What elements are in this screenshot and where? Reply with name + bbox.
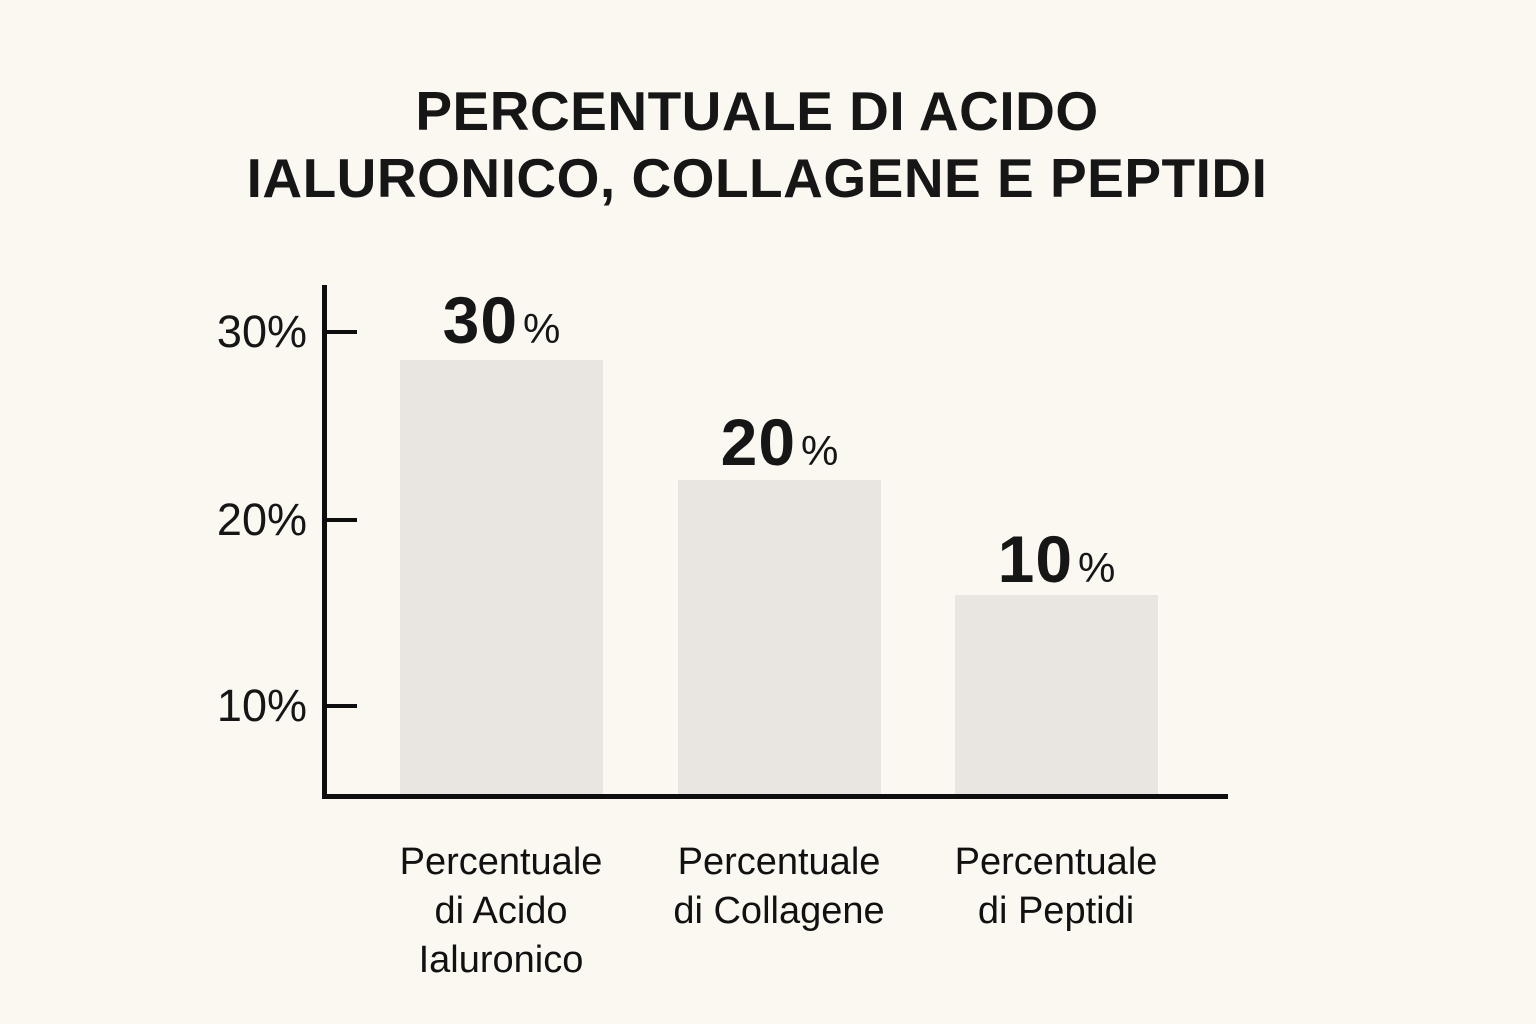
bar-collagene (678, 480, 881, 794)
y-tick-label-10: 10% (216, 680, 307, 731)
percent-sign: % (1078, 544, 1116, 591)
y-tick-mark-20 (327, 518, 357, 522)
y-tick-mark-30 (327, 330, 357, 334)
x-axis-line (322, 794, 1228, 799)
y-tick-label-30: 30% (216, 306, 307, 357)
chart-title-line-1: PERCENTUALE DI ACIDO (415, 80, 1099, 142)
bar-acido-ialuronico (400, 360, 603, 794)
category-line: di Collagene (673, 890, 885, 932)
percent-sign: % (801, 427, 839, 474)
value-number: 20 (720, 405, 797, 479)
y-tick-label-20: 20% (216, 494, 307, 545)
y-axis-line (322, 285, 327, 799)
category-label-peptidi: Percentuale di Peptidi (916, 838, 1196, 936)
y-tick-mark-10 (327, 704, 357, 708)
category-line: di Acido (434, 890, 568, 932)
value-number: 30 (442, 283, 519, 357)
value-label-peptidi: 10 % (955, 526, 1158, 592)
chart-title: PERCENTUALE DI ACIDO IALURONICO, COLLAGE… (150, 78, 1364, 212)
value-label-acido-ialuronico: 30 % (400, 287, 603, 353)
category-label-acido-ialuronico: Percentuale di Acido Ialuronico (361, 838, 641, 985)
category-line: Percentuale (399, 841, 603, 883)
category-line: di Peptidi (977, 890, 1135, 932)
chart-title-line-2: IALURONICO, COLLAGENE E PEPTIDI (246, 147, 1268, 209)
bar-peptidi (955, 595, 1158, 794)
percent-sign: % (523, 305, 561, 352)
category-line: Percentuale (677, 841, 881, 883)
category-line: Percentuale (954, 841, 1158, 883)
category-line: Ialuronico (418, 939, 584, 981)
category-label-collagene: Percentuale di Collagene (639, 838, 919, 936)
value-number: 10 (997, 522, 1074, 596)
value-label-collagene: 20 % (678, 409, 881, 475)
